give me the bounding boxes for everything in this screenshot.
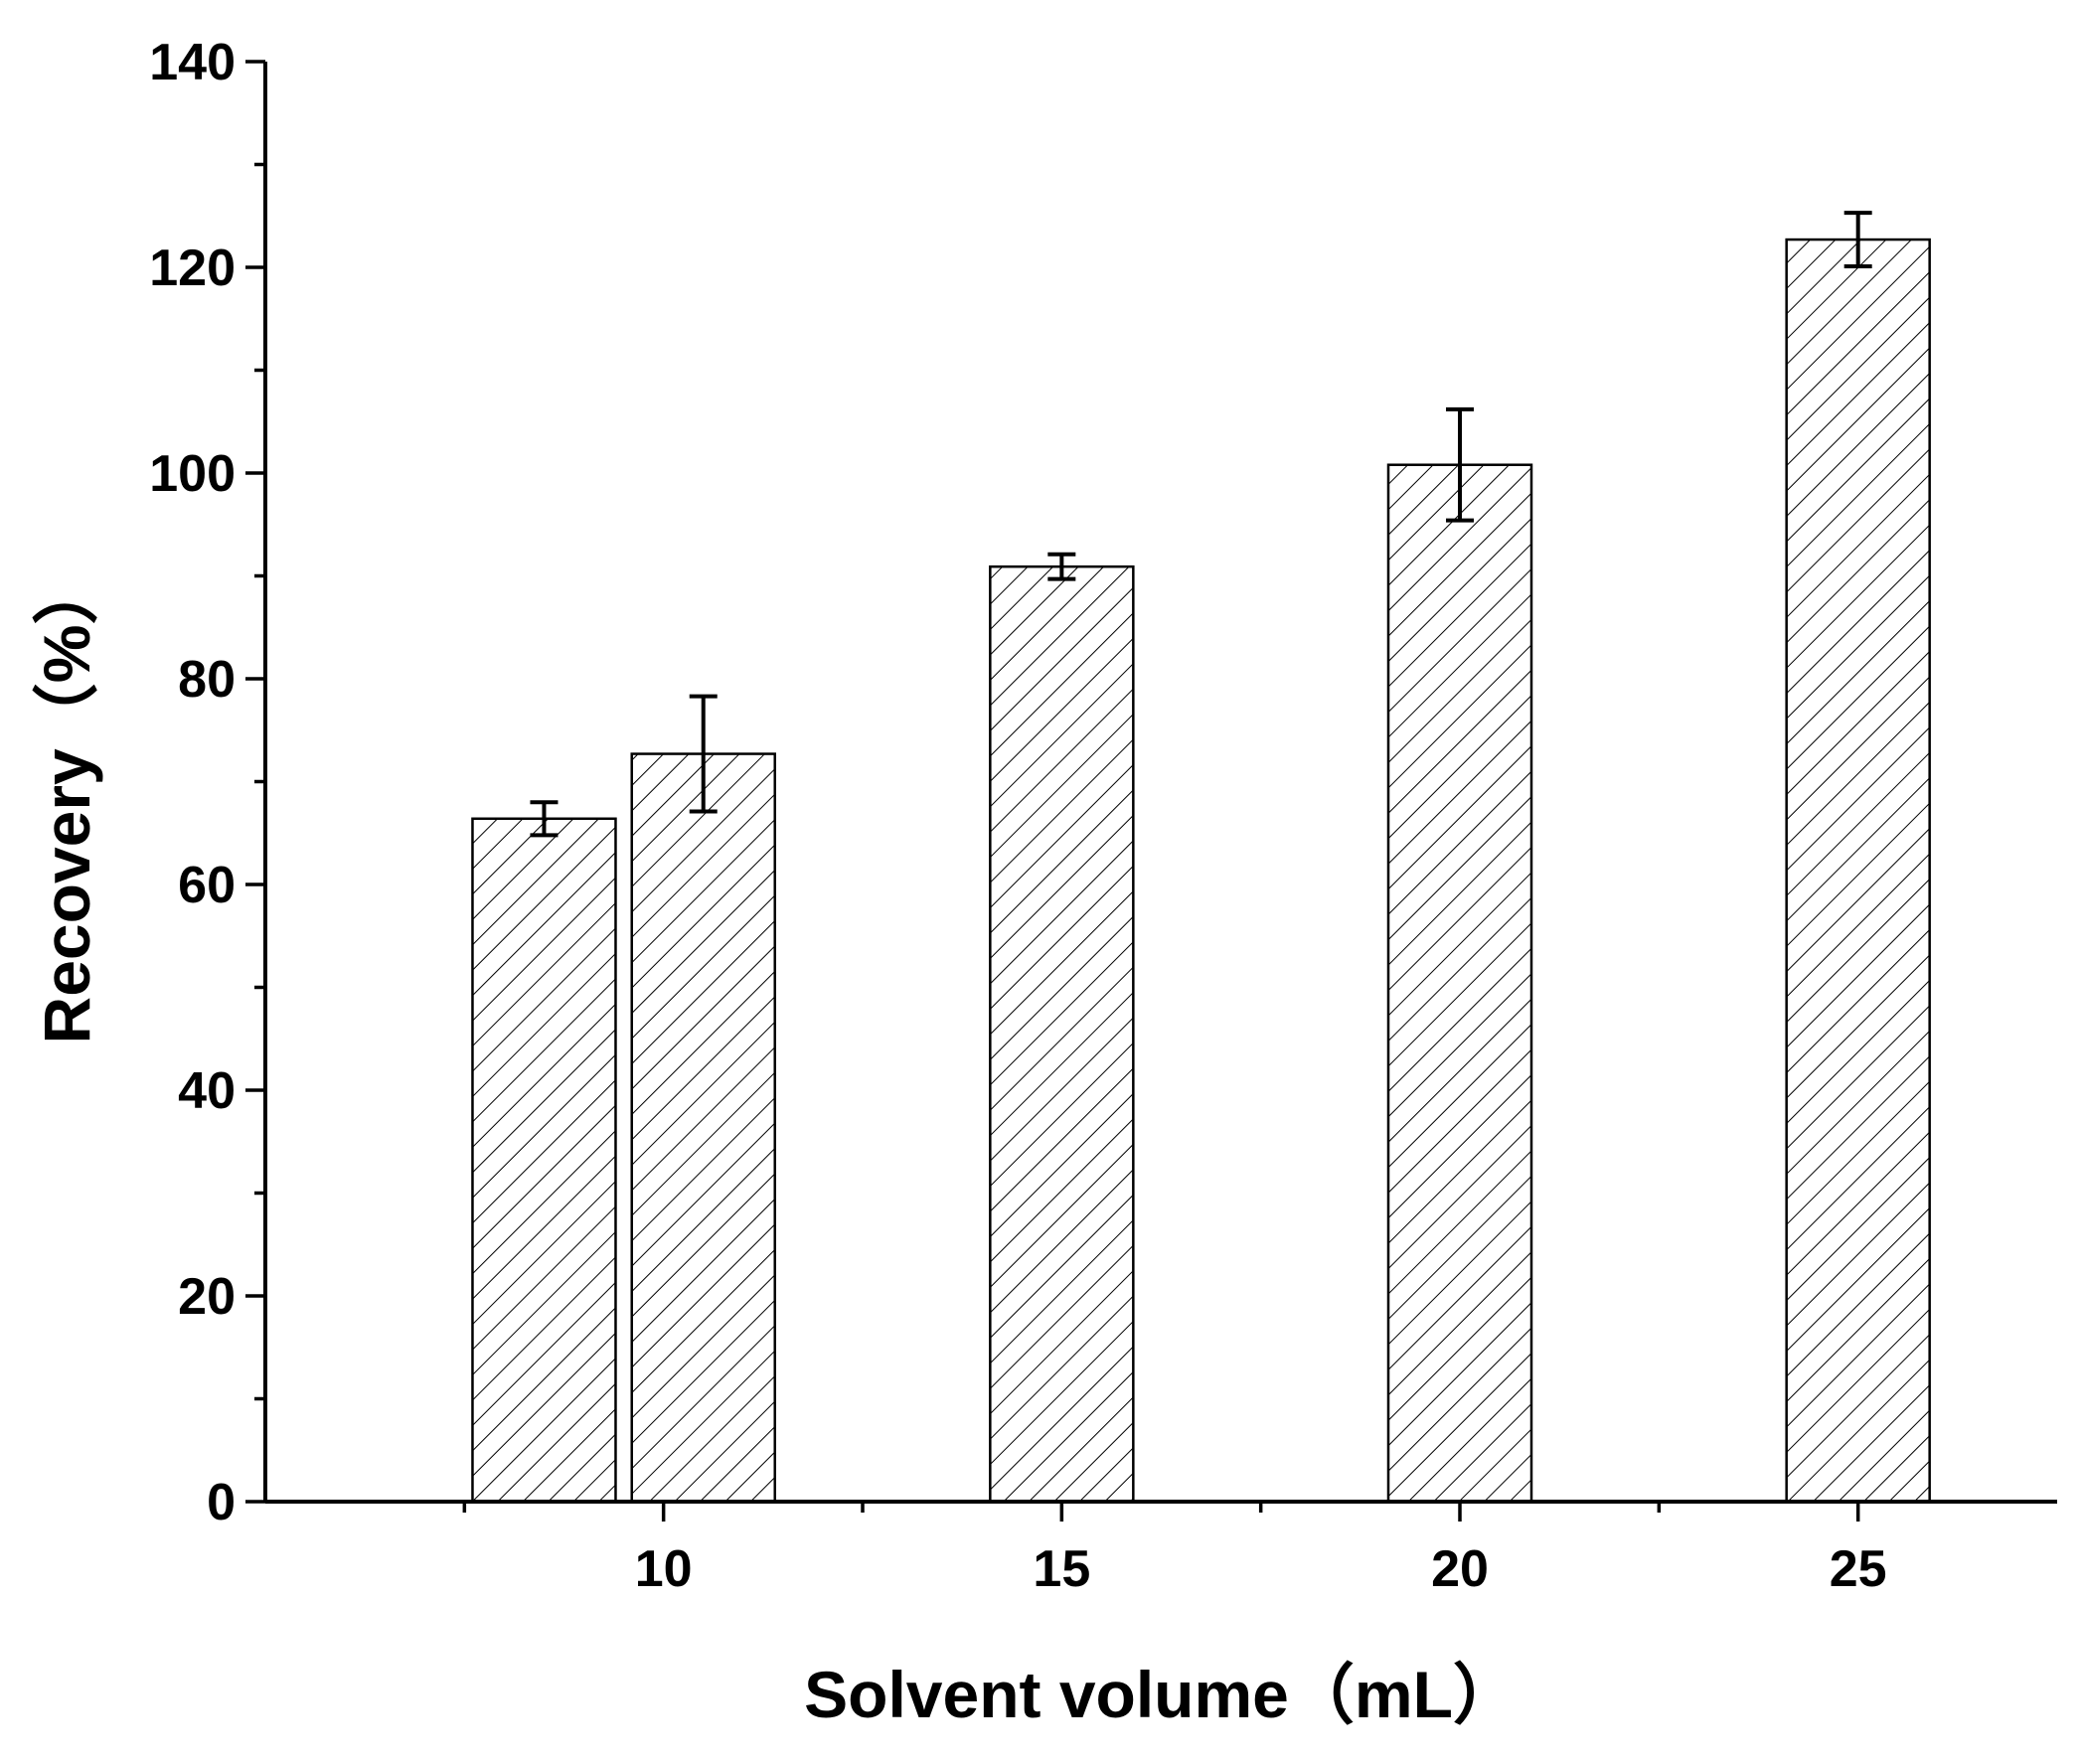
y-tick-label: 80 [178, 651, 236, 709]
x-axis-title: Solvent volume（mL） [804, 1658, 1519, 1731]
y-tick-label: 40 [178, 1062, 236, 1120]
error-bar-1 [530, 800, 559, 838]
y-tick-label: 20 [178, 1268, 236, 1326]
x-tick-label: 15 [1033, 1540, 1090, 1598]
bar-2 [630, 752, 776, 1504]
bar-4 [1386, 463, 1533, 1504]
bar-1 [471, 817, 617, 1504]
y-axis-title: Recovery（%） [30, 560, 103, 1044]
bar-3 [989, 564, 1135, 1504]
x-tick-label: 10 [635, 1540, 693, 1598]
x-tick-label: 25 [1830, 1540, 1887, 1598]
error-bars-layer [530, 211, 1872, 838]
y-tick-label: 60 [178, 857, 236, 914]
ticks-layer: 0 20 40 60 80 100 120 140 10 15 20 25 [149, 34, 1886, 1598]
x-tick-label: 20 [1431, 1540, 1489, 1598]
error-bar-3 [1047, 552, 1076, 581]
y-tick-label: 140 [149, 34, 236, 91]
y-tick-label: 100 [149, 445, 236, 503]
error-bar-2 [689, 694, 718, 814]
error-bar-4 [1446, 406, 1474, 523]
y-tick-label: 120 [149, 240, 236, 297]
error-bar-5 [1843, 211, 1872, 268]
y-tick-label: 0 [207, 1474, 236, 1531]
bar-5 [1785, 238, 1931, 1504]
bars-layer [471, 238, 1931, 1504]
